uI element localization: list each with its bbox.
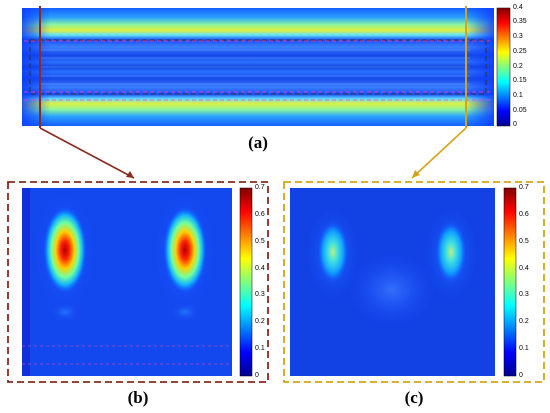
tick-c-0: 0.7 (519, 184, 529, 191)
tick-a-7: 0.05 (513, 107, 527, 114)
panel-c-frame (283, 181, 545, 383)
panel-b-field (22, 188, 232, 376)
panel-b-frame (7, 181, 269, 383)
panel-label-a: (a) (248, 133, 268, 152)
colorbar-b (239, 187, 253, 377)
tick-b-0: 0.7 (255, 184, 265, 191)
tick-c-6: 0.1 (519, 345, 529, 352)
tick-c-1: 0.6 (519, 211, 529, 218)
panel-label-c: (c) (404, 388, 424, 407)
panel-c-field (290, 188, 495, 376)
tick-c-2: 0.5 (519, 238, 529, 245)
arrow-to-b (39, 127, 135, 179)
panel-label-b: (b) (127, 388, 149, 407)
panel-a-field (22, 6, 494, 128)
tick-c-4: 0.3 (519, 291, 529, 298)
tick-b-4: 0.3 (255, 291, 265, 298)
tick-b-3: 0.4 (255, 265, 265, 272)
tick-a-3: 0.25 (513, 48, 527, 55)
tick-b-6: 0.1 (255, 345, 265, 352)
tick-a-2: 0.3 (513, 33, 523, 40)
colorbar-a (496, 7, 511, 127)
tick-a-4: 0.2 (513, 63, 523, 70)
tick-b-5: 0.2 (255, 318, 265, 325)
tick-a-5: 0.15 (513, 77, 527, 84)
colorbar-c (503, 187, 517, 377)
arrow-to-c (411, 127, 467, 179)
tick-c-3: 0.4 (519, 265, 529, 272)
tick-a-8: 0 (513, 121, 517, 128)
tick-c-5: 0.2 (519, 318, 529, 325)
tick-a-6: 0.1 (513, 92, 523, 99)
tick-b-7: 0 (255, 372, 259, 379)
tick-b-2: 0.5 (255, 238, 265, 245)
tick-a-0: 0.4 (513, 4, 523, 11)
tick-c-7: 0 (519, 372, 523, 379)
tick-b-1: 0.6 (255, 211, 265, 218)
tick-a-1: 0.35 (513, 18, 527, 25)
